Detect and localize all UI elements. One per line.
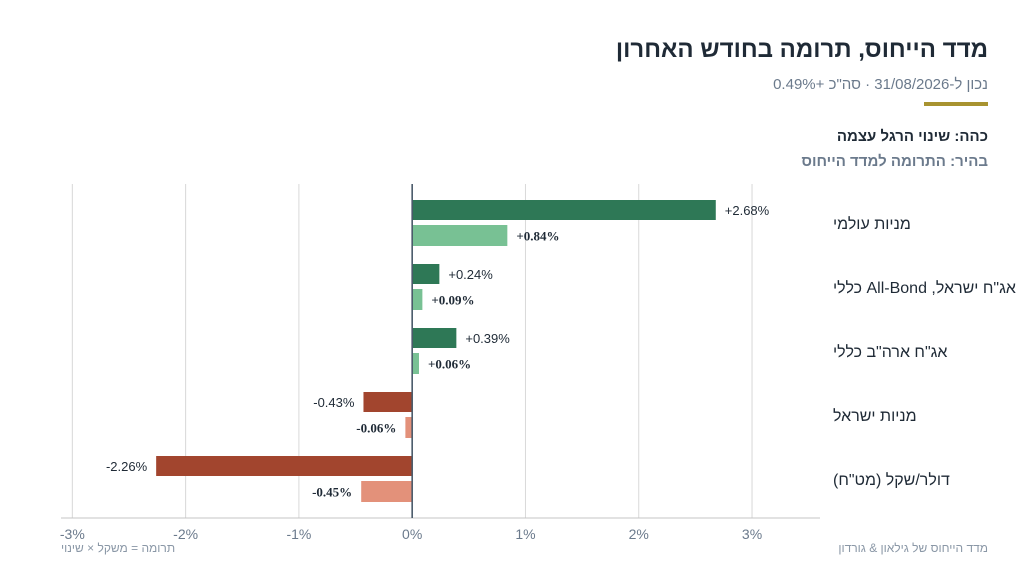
x-tick-label: -1% xyxy=(286,526,311,542)
page-subtitle: נכון ל-31/08/2026 · סה"כ +0.49% xyxy=(773,76,988,93)
category-label: אג"ח ישראל, All-Bond כללי xyxy=(833,279,1016,297)
x-tick-label: 3% xyxy=(742,526,762,542)
data-label-leg-change: -0.43% xyxy=(313,395,355,410)
bar-contribution xyxy=(412,353,419,374)
bar-contribution xyxy=(361,481,413,502)
legend-dark-label: כהה: שינוי הרגל עצמה xyxy=(836,128,988,145)
category-label: דולר/שקל (מט"ח) xyxy=(833,471,950,489)
category-label: מניות ישראל xyxy=(833,407,917,425)
accent-rule xyxy=(924,102,988,106)
bar-leg-change xyxy=(363,392,413,412)
bar-leg-change xyxy=(412,328,457,348)
x-tick-label: 2% xyxy=(629,526,649,542)
footer-source: מדד הייחוס של גילאון & גורדון xyxy=(838,541,988,555)
x-tick-label: -2% xyxy=(173,526,198,542)
x-tick-label: -3% xyxy=(60,526,85,542)
x-tick-label: 0% xyxy=(402,526,422,542)
bar-contribution xyxy=(405,417,413,438)
bar-leg-change xyxy=(412,264,440,284)
data-label-contribution: +0.06% xyxy=(428,357,471,372)
data-label-leg-change: -2.26% xyxy=(106,459,148,474)
bar-leg-change xyxy=(412,200,716,220)
footer-formula: תרומה = משקל × שינוי xyxy=(61,541,176,555)
category-label: מניות עולמי xyxy=(833,215,911,233)
page-title: מדד הייחוס, תרומה בחודש האחרון xyxy=(615,36,988,63)
data-label-leg-change: +0.39% xyxy=(465,331,510,346)
bar-contribution xyxy=(412,289,423,310)
legend-light-label: בהיר: התרומה למדד הייחוס xyxy=(801,153,988,170)
bar-contribution xyxy=(412,225,508,246)
data-label-contribution: +0.84% xyxy=(516,229,559,244)
data-label-leg-change: +2.68% xyxy=(725,203,770,218)
category-label: אג"ח ארה"ב כללי xyxy=(833,343,947,361)
x-tick-label: 1% xyxy=(515,526,535,542)
data-label-contribution: -0.06% xyxy=(356,421,396,436)
data-label-contribution: +0.09% xyxy=(431,293,474,308)
data-label-contribution: -0.45% xyxy=(312,485,352,500)
bar-leg-change xyxy=(156,456,413,476)
data-label-leg-change: +0.24% xyxy=(448,267,493,282)
